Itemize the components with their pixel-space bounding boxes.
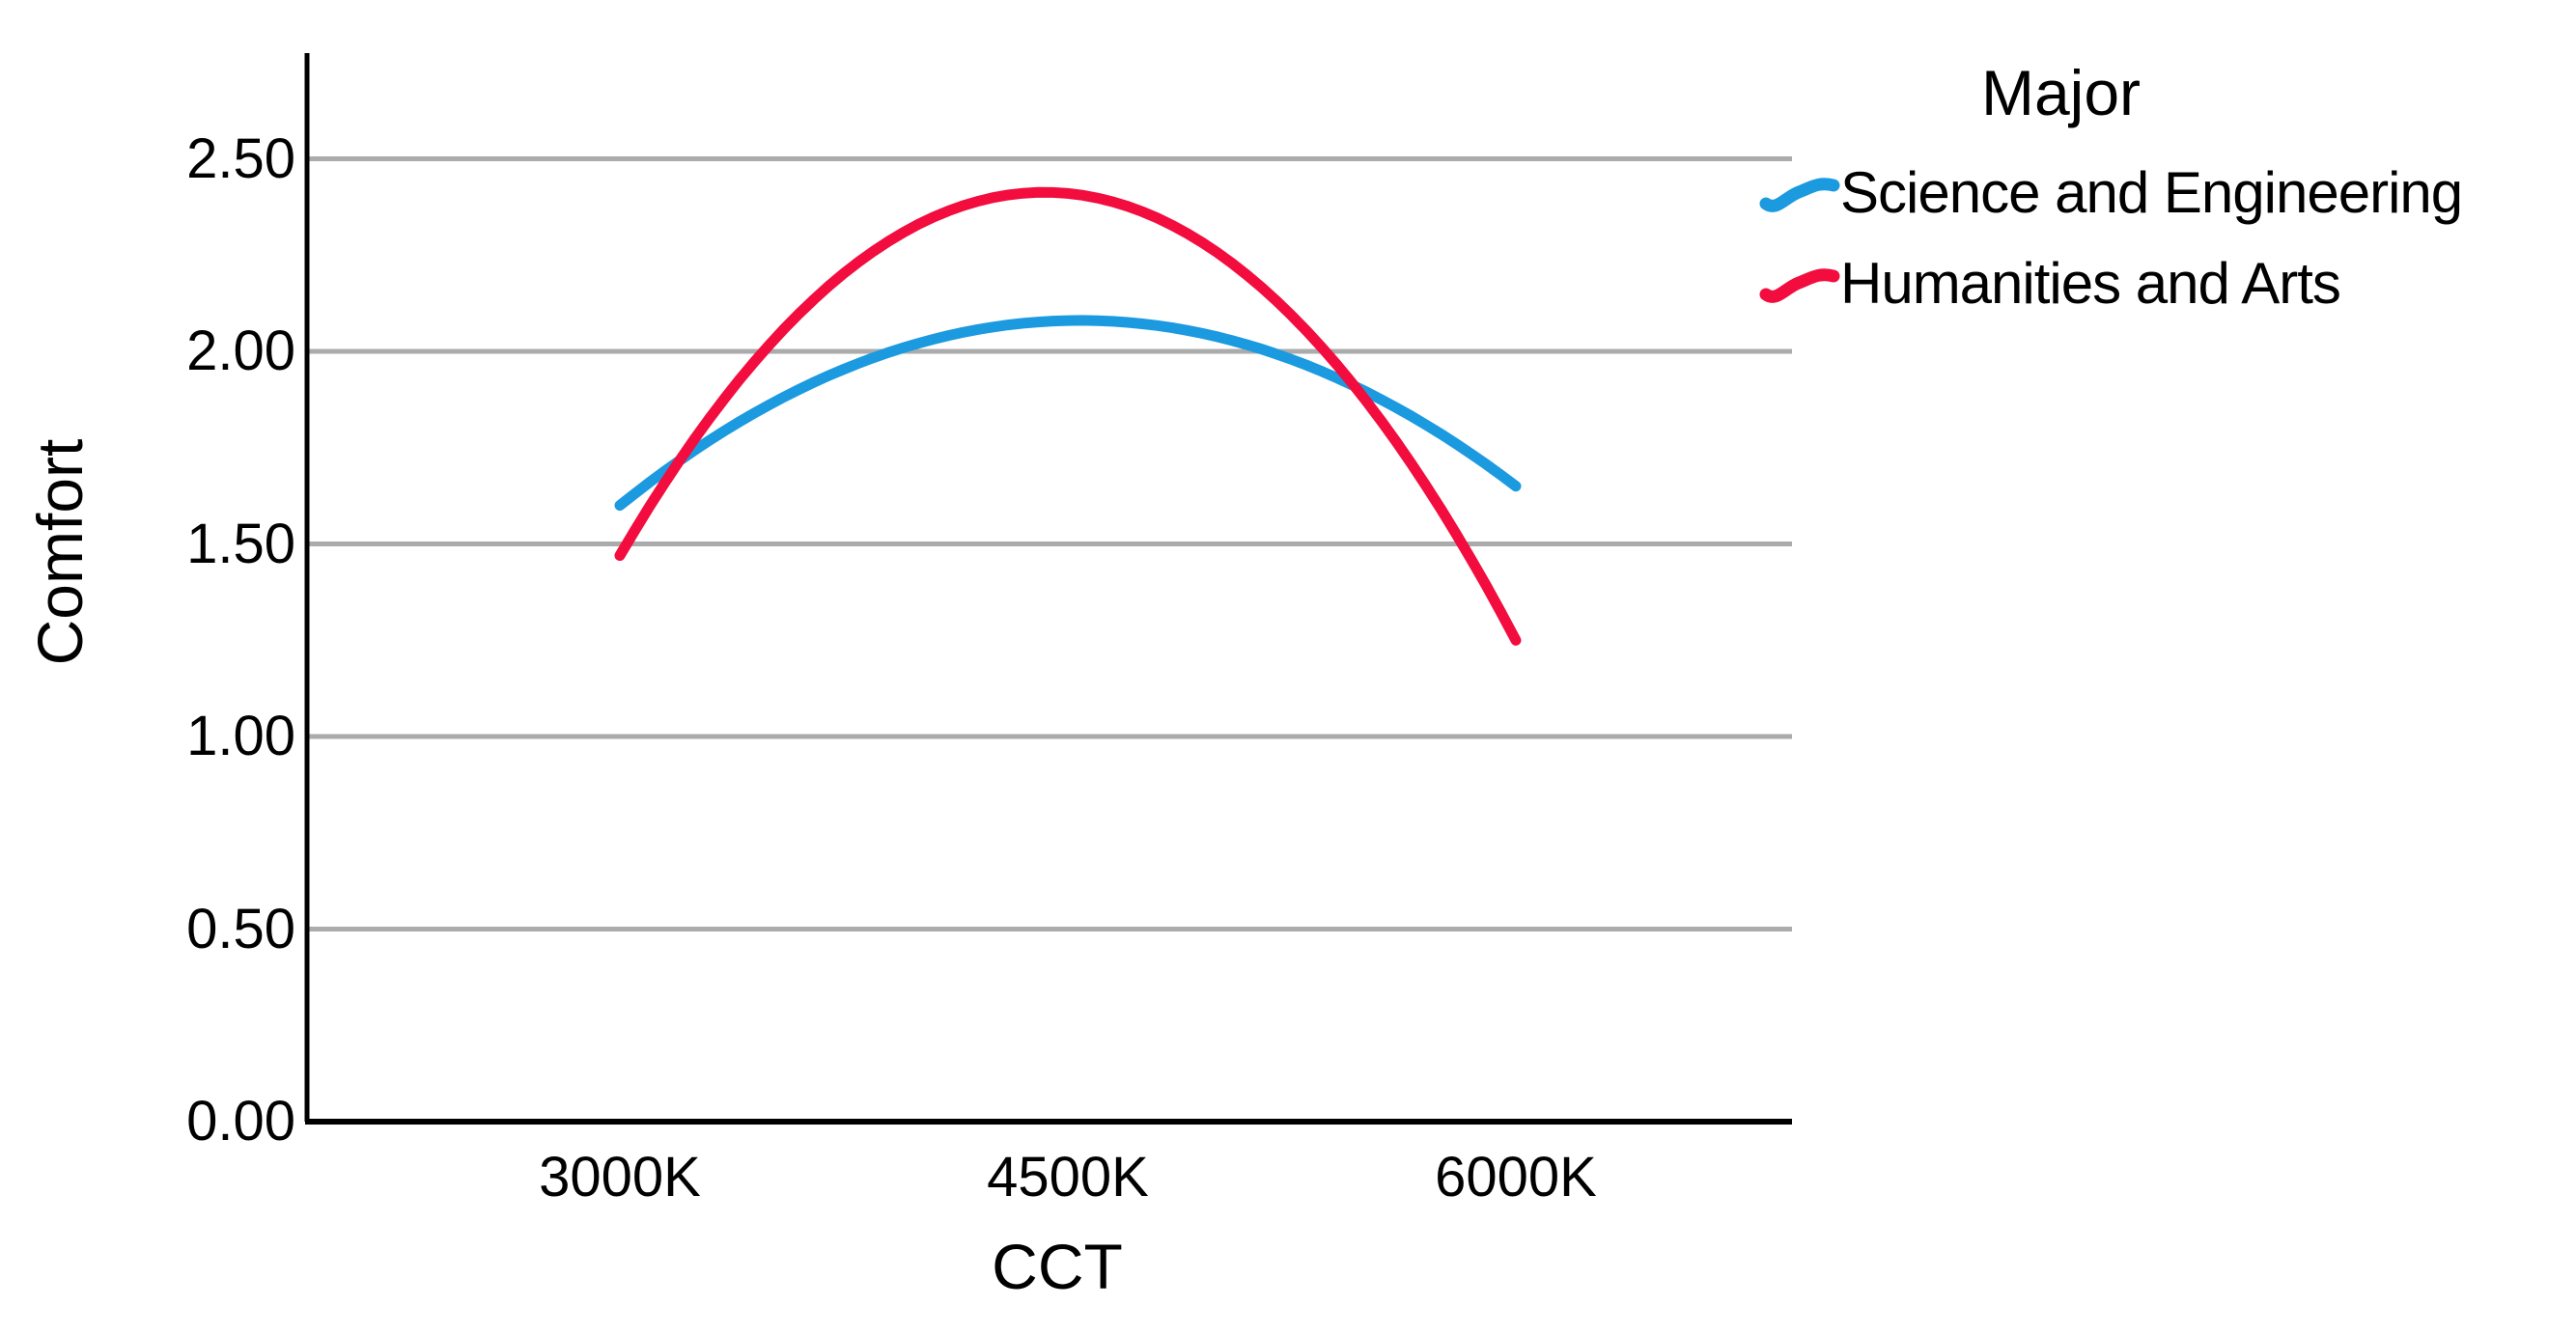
legend-item: Science and Engineering [1759, 147, 2551, 237]
legend-swatch-wave-icon [1759, 268, 1840, 303]
x-axis-title: CCT [992, 1231, 1123, 1302]
y-tick-label: 0.50 [186, 897, 295, 960]
y-tick-label: 2.00 [186, 320, 295, 382]
legend: Major Science and Engineering Humanities … [1759, 56, 2551, 328]
y-tick-label: 1.00 [186, 705, 295, 767]
x-tick-label: 6000K [1435, 1146, 1597, 1209]
legend-items: Science and Engineering Humanities and Ar… [1759, 147, 2551, 328]
legend-swatch-wave-icon [1759, 178, 1840, 212]
legend-title: Major [1981, 57, 2142, 128]
y-tick-label: 1.50 [186, 512, 295, 575]
series-curve-science-and-engineering [614, 315, 1522, 512]
series-curve-humanities-and-arts [614, 186, 1522, 646]
legend-item-label: Humanities and Arts [1840, 250, 2341, 316]
x-tick-label: 3000K [539, 1146, 701, 1209]
legend-item-label: Science and Engineering [1840, 159, 2463, 225]
y-tick-label: 2.50 [186, 126, 295, 190]
x-tick-label: 4500K [987, 1146, 1149, 1209]
y-tick-label: 0.00 [186, 1090, 295, 1153]
legend-item: Humanities and Arts [1759, 237, 2551, 328]
